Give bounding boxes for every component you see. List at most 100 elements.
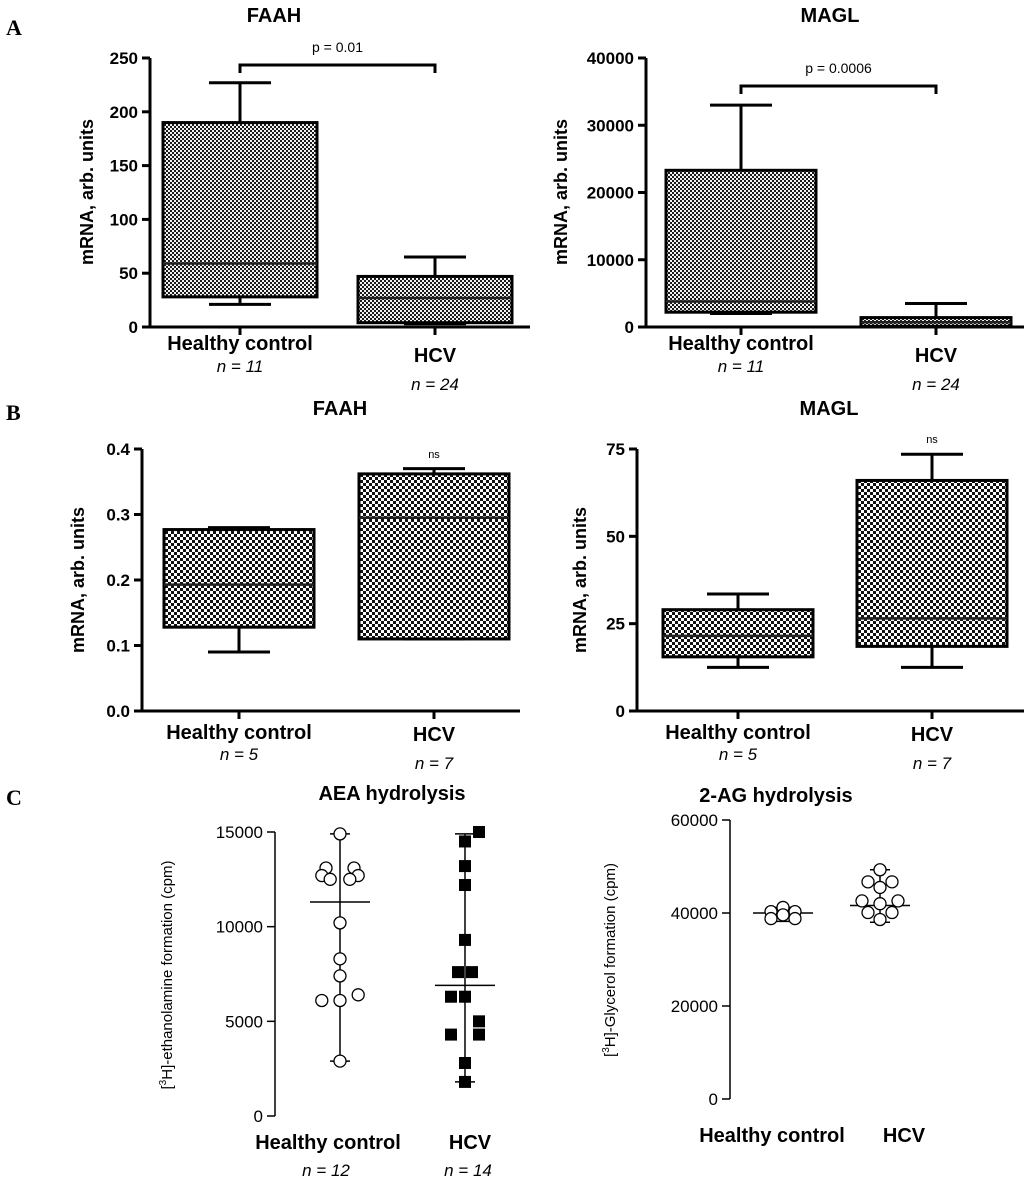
data-point: [891, 894, 905, 908]
data-point: [459, 1075, 471, 1088]
x-category-label: Healthy control: [255, 1132, 401, 1154]
y-axis-label: [3H]-Glycerol formation (cpm): [601, 863, 619, 1057]
y-tick-label: 0.3: [106, 506, 130, 525]
y-axis-label: mRNA, arb. units: [551, 119, 571, 265]
y-tick-label: 150: [110, 157, 138, 176]
y-axis-label: [3H]-ethanolamine formation (cpm): [158, 861, 176, 1090]
data-point: [466, 966, 478, 979]
y-tick-label: 10000: [587, 251, 634, 270]
box-iqr: [664, 168, 818, 314]
chart-title: MAGL: [801, 5, 860, 27]
data-point: [333, 1054, 347, 1068]
data-point: [873, 897, 887, 911]
data-point: [861, 875, 875, 889]
x-category-label: Healthy control: [167, 333, 313, 355]
y-tick-label: 0.2: [106, 571, 130, 590]
box-iqr: [357, 472, 511, 641]
y-tick-label: 50: [606, 527, 625, 546]
sample-size-label: n = 12: [302, 1161, 350, 1180]
data-point: [473, 826, 485, 838]
y-tick-label: 0: [129, 318, 138, 337]
data-point: [873, 880, 887, 895]
y-tick-label: 10000: [216, 918, 263, 937]
data-point: [764, 911, 778, 926]
data-point: [459, 879, 471, 892]
chart-title: 2-AG hydrolysis: [699, 785, 852, 807]
x-category-label: HCV: [449, 1132, 492, 1154]
box-iqr: [855, 478, 1009, 648]
chart-title: FAAH: [247, 5, 301, 27]
y-tick-label: 20000: [671, 997, 718, 1016]
x-category-label: HCV: [413, 724, 456, 746]
y-tick-label: 5000: [225, 1012, 263, 1031]
data-point: [459, 860, 471, 873]
x-category-label: Healthy control: [699, 1125, 845, 1147]
data-point: [473, 1015, 485, 1028]
x-category-label: HCV: [915, 345, 958, 367]
sample-size-label: n = 7: [415, 754, 454, 773]
data-point: [315, 993, 329, 1008]
data-point: [459, 1056, 471, 1069]
data-point: [445, 1028, 457, 1041]
x-category-label: HCV: [883, 1125, 926, 1147]
sample-size-label: n = 5: [719, 745, 758, 764]
data-point: [873, 912, 887, 927]
data-point: [351, 988, 365, 1002]
y-tick-label: 0: [625, 318, 634, 337]
data-point: [333, 952, 347, 966]
y-tick-label: 0.1: [106, 637, 130, 656]
data-point: [333, 827, 347, 841]
chart-title: FAAH: [313, 398, 367, 420]
data-point: [459, 933, 471, 946]
p-value-annotation: p = 0.01: [312, 39, 363, 55]
data-point: [459, 835, 471, 848]
sample-size-label: n = 11: [718, 357, 764, 376]
box-iqr: [162, 528, 316, 629]
sample-size-label: n = 11: [217, 357, 263, 376]
box-iqr: [356, 274, 514, 325]
x-category-label: Healthy control: [665, 722, 811, 744]
y-axis-label: mRNA, arb. units: [68, 507, 88, 653]
data-point: [776, 908, 790, 922]
data-point: [343, 872, 357, 886]
y-axis-label: mRNA, arb. units: [77, 119, 97, 265]
y-axis-label: mRNA, arb. units: [570, 507, 590, 653]
y-tick-label: 25: [606, 615, 625, 634]
y-tick-label: 40000: [587, 49, 634, 68]
p-value-annotation: p = 0.0006: [805, 60, 872, 76]
y-tick-label: 250: [110, 49, 138, 68]
data-point: [861, 905, 875, 920]
sample-size-label: n = 24: [411, 375, 459, 394]
sample-size-label: n = 14: [444, 1161, 492, 1180]
significance-annotation: ns: [926, 434, 938, 446]
y-tick-label: 0: [709, 1090, 718, 1109]
data-point: [333, 969, 347, 983]
y-tick-label: 75: [606, 440, 625, 459]
x-category-label: HCV: [414, 345, 457, 367]
data-point: [788, 911, 802, 926]
y-tick-label: 200: [110, 103, 138, 122]
y-tick-label: 0.4: [106, 440, 130, 459]
panel-label-c: C: [6, 785, 22, 810]
panel-label-a: A: [6, 15, 22, 40]
y-tick-label: 0: [254, 1107, 263, 1126]
y-tick-label: 40000: [671, 904, 718, 923]
x-category-label: Healthy control: [668, 333, 814, 355]
y-tick-label: 20000: [587, 184, 634, 203]
x-category-label: HCV: [911, 724, 954, 746]
significance-bracket: [238, 63, 437, 73]
sample-size-label: n = 24: [912, 375, 960, 394]
significance-annotation: ns: [428, 449, 440, 461]
data-point: [452, 966, 464, 979]
data-point: [445, 990, 457, 1003]
data-point: [323, 872, 337, 886]
box-iqr: [161, 121, 319, 299]
significance-bracket: [739, 84, 938, 94]
y-tick-label: 0: [616, 702, 625, 721]
x-category-label: Healthy control: [166, 722, 312, 744]
y-tick-label: 30000: [587, 116, 634, 135]
y-tick-label: 60000: [671, 811, 718, 830]
data-point: [333, 993, 347, 1008]
y-tick-label: 0.0: [106, 702, 130, 721]
